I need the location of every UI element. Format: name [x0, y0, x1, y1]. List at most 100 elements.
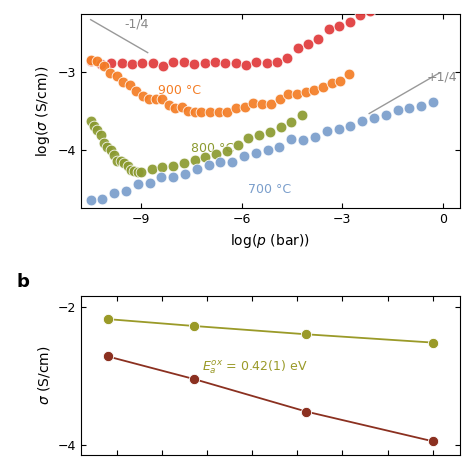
Point	[138, 59, 146, 67]
Point	[93, 127, 101, 134]
Point	[181, 170, 189, 177]
Point	[241, 103, 248, 111]
Point	[417, 102, 425, 110]
Point	[137, 168, 145, 176]
Point	[337, 77, 344, 85]
Point	[335, 125, 342, 132]
Point	[191, 156, 199, 164]
Point	[117, 157, 125, 165]
Point	[134, 181, 142, 188]
Point	[298, 111, 306, 118]
Point	[170, 58, 177, 65]
Point	[104, 143, 111, 150]
Point	[232, 60, 239, 67]
Point	[240, 152, 248, 160]
Point	[221, 60, 229, 67]
Point	[276, 143, 283, 151]
Text: 700 °C: 700 °C	[248, 182, 292, 196]
Point	[118, 59, 126, 66]
Point	[394, 106, 401, 114]
Point	[252, 149, 260, 156]
Point	[302, 408, 310, 415]
Point	[302, 330, 310, 338]
Point	[358, 117, 366, 125]
Point	[159, 163, 166, 171]
Point	[429, 339, 437, 346]
Point	[172, 104, 179, 112]
Point	[201, 60, 209, 67]
Text: 800 °C: 800 °C	[191, 142, 235, 155]
Text: 900 °C: 900 °C	[158, 84, 201, 97]
Point	[264, 146, 272, 154]
Point	[283, 55, 291, 62]
Point	[328, 79, 336, 87]
Point	[234, 142, 241, 149]
Point	[294, 44, 301, 52]
Point	[120, 160, 128, 167]
Point	[87, 56, 94, 64]
Point	[100, 139, 108, 146]
Point	[139, 91, 146, 99]
Point	[217, 158, 224, 166]
Point	[245, 134, 252, 142]
Point	[132, 87, 140, 94]
Point	[191, 375, 198, 383]
Point	[87, 117, 94, 125]
Point	[299, 136, 307, 144]
Point	[266, 128, 273, 136]
Point	[250, 100, 257, 107]
Point	[180, 58, 188, 66]
Point	[122, 187, 130, 195]
Point	[159, 62, 167, 69]
Point	[113, 73, 120, 80]
Point	[191, 60, 198, 68]
Point	[107, 146, 115, 154]
Point	[253, 58, 260, 66]
Point	[228, 158, 236, 165]
Point	[273, 58, 281, 65]
Point	[146, 179, 154, 187]
Point	[148, 165, 155, 173]
Point	[346, 122, 354, 129]
Point	[152, 95, 160, 103]
X-axis label: log($p$ (bar)): log($p$ (bar))	[230, 232, 310, 250]
Point	[193, 165, 201, 173]
Point	[205, 161, 212, 168]
Point	[263, 59, 271, 67]
Point	[356, 11, 364, 18]
Point	[319, 83, 327, 91]
Point	[276, 95, 283, 103]
Point	[277, 123, 284, 130]
Point	[178, 103, 186, 110]
Point	[184, 107, 192, 114]
Point	[325, 26, 333, 33]
Point	[100, 62, 108, 70]
Point	[288, 136, 295, 143]
Point	[406, 104, 413, 112]
Point	[180, 159, 188, 167]
Point	[158, 173, 165, 181]
Text: -1/4: -1/4	[124, 18, 149, 30]
Point	[346, 18, 353, 26]
Point	[108, 59, 115, 67]
Point	[258, 100, 266, 108]
Point	[323, 128, 330, 135]
Point	[119, 78, 127, 86]
Point	[169, 162, 177, 170]
Point	[224, 108, 231, 116]
Point	[293, 91, 301, 98]
Point	[106, 70, 114, 77]
Point	[310, 86, 318, 94]
Point	[223, 147, 231, 155]
Point	[377, 0, 384, 5]
Point	[267, 100, 274, 108]
Point	[99, 196, 106, 203]
Point	[345, 71, 353, 78]
Point	[97, 132, 104, 139]
Point	[370, 114, 378, 121]
Point	[311, 133, 319, 141]
Point	[201, 154, 209, 161]
Point	[336, 22, 343, 30]
Point	[124, 163, 131, 170]
Point	[206, 109, 214, 116]
